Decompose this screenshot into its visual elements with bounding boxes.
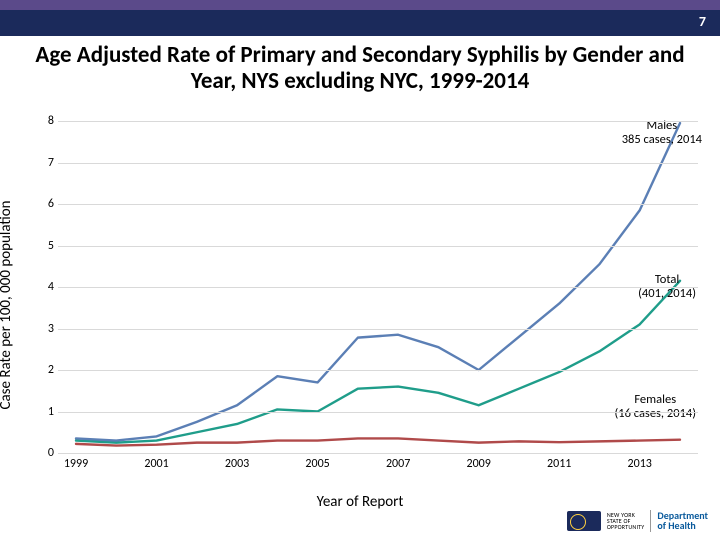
top-accent-bar xyxy=(0,0,720,10)
annotation-females-line1: Females xyxy=(614,393,696,407)
slide-title: Age Adjusted Rate of Primary and Seconda… xyxy=(0,36,720,97)
annotation-males: Males 385 cases, 2014 xyxy=(622,119,702,148)
x-tick: 2003 xyxy=(225,457,249,471)
y-tick: 3 xyxy=(36,322,54,336)
series-line xyxy=(76,281,680,443)
y-tick: 8 xyxy=(36,114,54,128)
gridline xyxy=(58,246,698,247)
logo-state: NEW YORKSTATE OFOPPORTUNITY xyxy=(607,512,645,531)
gridline xyxy=(58,453,698,454)
annotation-females: Females (16 cases, 2014) xyxy=(614,393,696,422)
annotation-males-line2: 385 cases, 2014 xyxy=(622,133,702,147)
y-tick: 4 xyxy=(36,280,54,294)
x-tick: 2013 xyxy=(628,457,652,471)
x-tick: 2011 xyxy=(547,457,571,471)
logo-dept: Departmentof Health xyxy=(657,511,708,532)
x-tick: 2005 xyxy=(305,457,329,471)
y-tick: 2 xyxy=(36,363,54,377)
chart: Case Rate per 100, 000 population Males … xyxy=(0,115,720,495)
series-line xyxy=(76,123,680,440)
logo-divider xyxy=(650,510,651,532)
gridline xyxy=(58,163,698,164)
gridline xyxy=(58,287,698,288)
gridline xyxy=(58,370,698,371)
annotation-total-line1: Total xyxy=(638,273,696,287)
plot-area: Males 385 cases, 2014 Total (401, 2014) … xyxy=(58,121,698,453)
x-tick: 1999 xyxy=(64,457,88,471)
annotation-total-line2: (401, 2014) xyxy=(638,287,696,301)
annotation-females-line2: (16 cases, 2014) xyxy=(614,407,696,421)
x-tick: 2001 xyxy=(144,457,168,471)
y-tick: 7 xyxy=(36,156,54,170)
y-axis-label: Case Rate per 100, 000 population xyxy=(0,200,15,409)
x-tick: 2007 xyxy=(386,457,410,471)
y-tick: 0 xyxy=(36,446,54,460)
header-bar: 7 xyxy=(0,10,720,36)
gridline xyxy=(58,204,698,205)
x-tick: 2009 xyxy=(466,457,490,471)
x-axis-label: Year of Report xyxy=(0,493,720,511)
nys-seal-icon xyxy=(567,511,601,531)
footer-logo: NEW YORKSTATE OFOPPORTUNITY Departmentof… xyxy=(567,510,708,532)
gridline xyxy=(58,121,698,122)
y-tick: 1 xyxy=(36,405,54,419)
slide: 7 Age Adjusted Rate of Primary and Secon… xyxy=(0,0,720,540)
gridline xyxy=(58,329,698,330)
gridline xyxy=(58,412,698,413)
page-number: 7 xyxy=(699,13,706,30)
y-tick: 6 xyxy=(36,197,54,211)
y-tick: 5 xyxy=(36,239,54,253)
logo-text: NEW YORKSTATE OFOPPORTUNITY xyxy=(607,512,645,531)
